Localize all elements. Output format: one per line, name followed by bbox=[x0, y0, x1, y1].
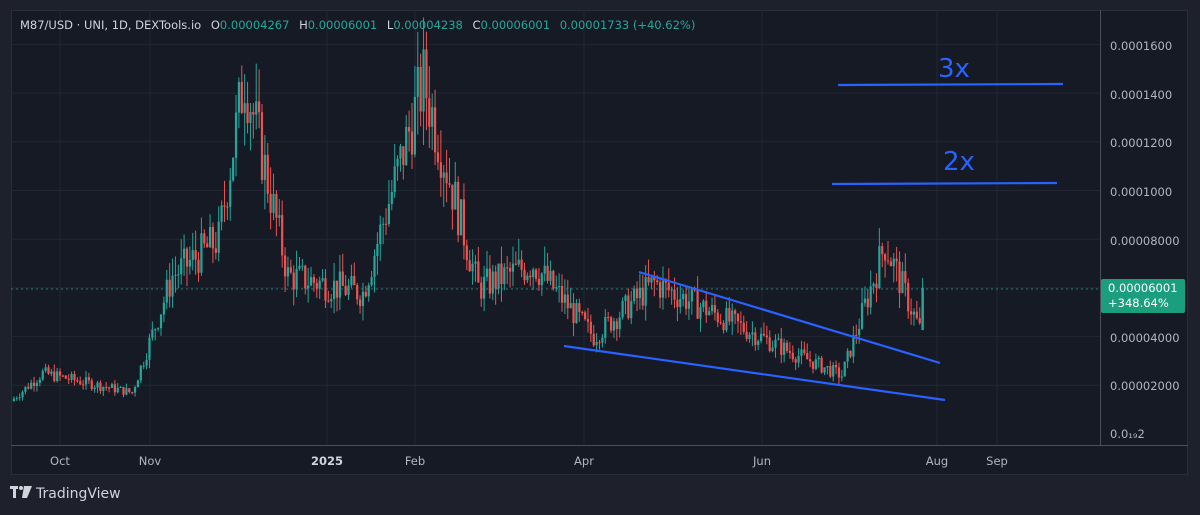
time-axis[interactable]: Oct Nov 2025 Feb Apr Jun Aug Sep bbox=[11, 445, 1188, 476]
price-chart[interactable]: 3x 2x bbox=[11, 10, 1100, 445]
price-tick: 0.0001400 bbox=[1110, 88, 1173, 102]
drawings[interactable]: 3x 2x bbox=[563, 54, 1064, 402]
price-tick: 0.0001200 bbox=[1110, 136, 1173, 150]
symbol-legend: M87/USD · UNI, 1D, DEXTools.io O0.000042… bbox=[20, 18, 695, 32]
target-3x-label: 3x bbox=[938, 54, 970, 84]
time-tick: Sep bbox=[986, 454, 1008, 468]
price-axis[interactable]: 0.0001600 0.0001400 0.0001200 0.0001000 … bbox=[1100, 10, 1189, 445]
price-tick: 0.0001600 bbox=[1110, 39, 1173, 53]
price-tick: 0.0₁₉2 bbox=[1110, 427, 1145, 441]
chart-grid bbox=[11, 10, 1100, 445]
tradingview-brand[interactable]: TradingView bbox=[10, 486, 121, 502]
time-tick: Feb bbox=[404, 454, 426, 468]
change-value: 0.00001733 (+40.62%) bbox=[559, 18, 696, 32]
time-tick: Jun bbox=[753, 454, 771, 468]
symbol-title[interactable]: M87/USD · UNI, 1D, DEXTools.io bbox=[20, 18, 202, 32]
tradingview-name: TradingView bbox=[36, 486, 121, 502]
price-tick: 0.00002000 bbox=[1110, 379, 1180, 393]
time-tick: 2025 bbox=[310, 454, 344, 468]
close-value: 0.00006001 bbox=[480, 18, 551, 32]
low-value: 0.00004238 bbox=[393, 18, 463, 32]
time-tick: Nov bbox=[138, 454, 162, 468]
wedge-upper-trendline[interactable] bbox=[638, 270, 941, 365]
time-tick: Oct bbox=[50, 454, 70, 468]
time-tick: Apr bbox=[574, 454, 594, 468]
tradingview-logo-icon bbox=[10, 486, 32, 502]
time-tick: Aug bbox=[925, 454, 949, 468]
close-label: C bbox=[472, 18, 481, 32]
open-label: O bbox=[210, 18, 220, 32]
candlestick-series bbox=[12, 17, 924, 402]
target-2x-line[interactable] bbox=[831, 181, 1058, 186]
current-price-change: +348.64% bbox=[1108, 296, 1169, 310]
wedge-lower-trendline[interactable] bbox=[563, 344, 946, 402]
high-label: H bbox=[299, 18, 308, 32]
target-3x-line[interactable] bbox=[837, 82, 1064, 87]
price-tick: 0.0001000 bbox=[1110, 185, 1173, 199]
high-value: 0.00006001 bbox=[307, 18, 378, 32]
current-price-badge: 0.00006001 +348.64% bbox=[1101, 279, 1185, 313]
price-tick: 0.00008000 bbox=[1110, 234, 1180, 248]
target-2x-label: 2x bbox=[943, 147, 975, 177]
open-value: 0.00004267 bbox=[219, 18, 290, 32]
price-tick: 0.00004000 bbox=[1110, 331, 1180, 345]
current-price-value: 0.00006001 bbox=[1108, 281, 1178, 295]
low-label: L bbox=[386, 18, 394, 32]
